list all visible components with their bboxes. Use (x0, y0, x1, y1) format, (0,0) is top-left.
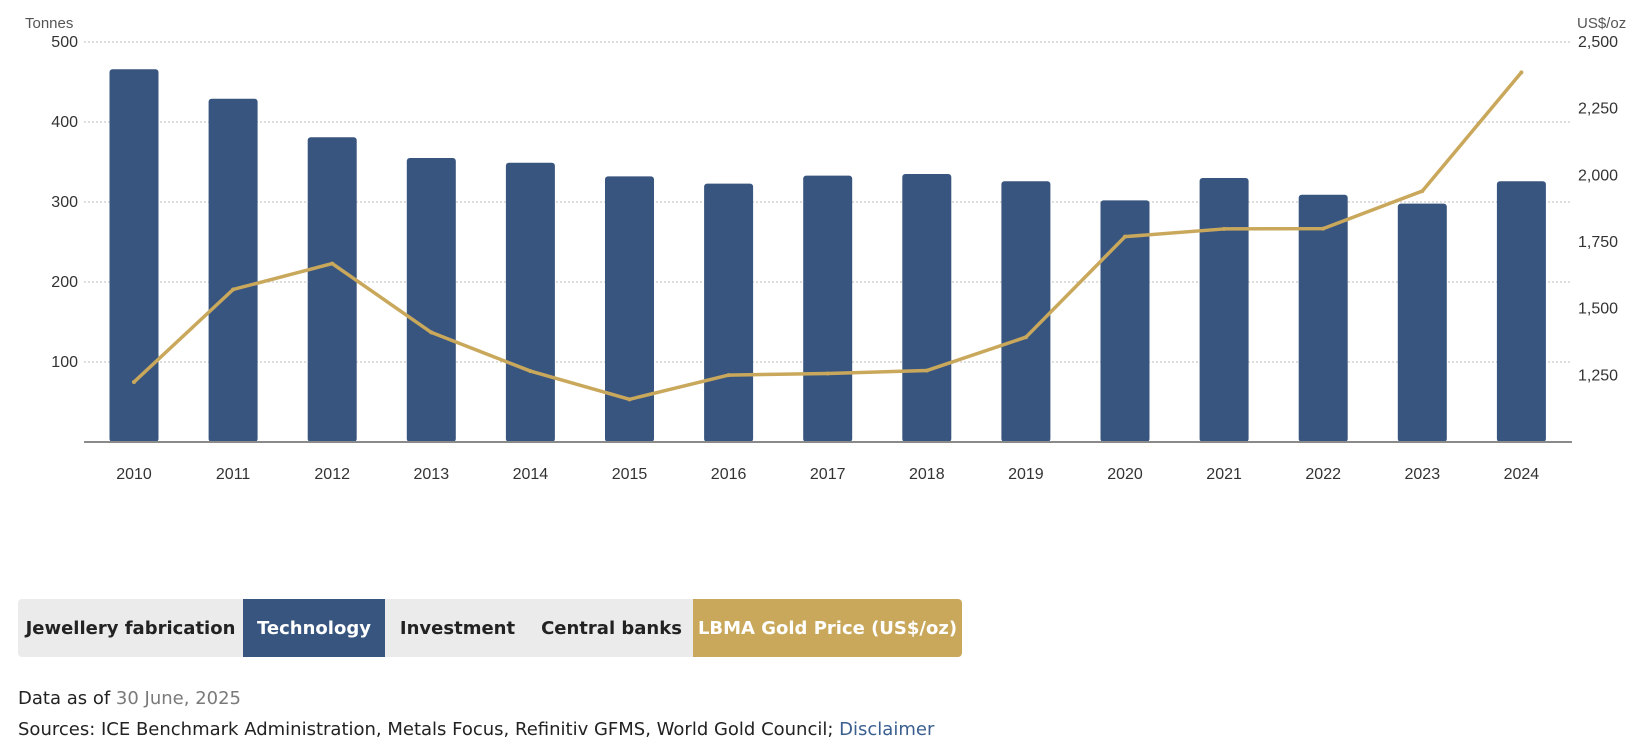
bar-2023[interactable] (1397, 203, 1447, 442)
x-tick-2012: 2012 (314, 466, 350, 483)
y-right-tick-2000: 2,000 (1578, 167, 1618, 184)
x-tick-2011: 2011 (216, 466, 251, 483)
data-as-of-label: Data as of (18, 688, 111, 709)
sources-line: Sources: ICE Benchmark Administration, M… (18, 719, 934, 740)
y-axis-left-label: Tonnes (25, 15, 73, 32)
line-series-gold-price (132, 70, 1524, 402)
bar-2015[interactable] (605, 176, 654, 442)
gold-price-point-2014 (528, 369, 533, 374)
series-tabs: Jewellery fabrication Technology Investm… (18, 599, 962, 657)
chart: 100 200 300 400 500 1,250 1,500 1,750 2,000 2,25… (25, 15, 1626, 483)
y-right-tick-1750: 1,750 (1578, 234, 1618, 251)
x-tick-2019: 2019 (1008, 466, 1044, 483)
gold-price-point-2016 (726, 373, 731, 378)
x-tick-2016: 2016 (711, 466, 747, 483)
x-axis-ticks: 2010 2011 2012 2013 2014 2015 2016 2017 2018 2019… (116, 466, 1539, 483)
y-axis-left-ticks: 100 200 300 400 500 (51, 34, 78, 371)
tab-lbma-gold-price[interactable]: LBMA Gold Price (US$/oz) (693, 599, 962, 657)
y-left-tick-300: 300 (51, 194, 78, 211)
y-left-tick-500: 500 (51, 34, 78, 51)
y-axis-right-ticks: 1,250 1,500 1,750 2,000 2,250 2,500 (1578, 34, 1618, 384)
x-tick-2015: 2015 (612, 466, 648, 483)
gold-price-point-2019 (1023, 335, 1028, 340)
tab-technology[interactable]: Technology (243, 599, 385, 657)
tab-jewellery-fabrication[interactable]: Jewellery fabrication (18, 599, 243, 657)
x-tick-2023: 2023 (1405, 466, 1441, 483)
data-as-of: Data as of 30 June, 2025 (18, 688, 241, 709)
x-tick-2018: 2018 (909, 466, 945, 483)
bar-2018[interactable] (902, 174, 952, 442)
gold-price-point-2010 (132, 380, 136, 384)
x-tick-2013: 2013 (414, 466, 450, 483)
tab-central-banks[interactable]: Central banks (530, 599, 693, 657)
bar-2010[interactable] (109, 69, 159, 442)
tab-investment[interactable]: Investment (385, 599, 530, 657)
y-right-tick-2500: 2,500 (1578, 34, 1618, 51)
x-tick-2024: 2024 (1504, 466, 1540, 483)
y-left-tick-200: 200 (51, 274, 78, 291)
y-right-tick-2250: 2,250 (1578, 101, 1618, 118)
y-right-tick-1250: 1,250 (1578, 367, 1618, 384)
gold-price-point-2021 (1222, 226, 1227, 231)
sources-text: Sources: ICE Benchmark Administration, M… (18, 719, 834, 740)
bar-2017[interactable] (803, 175, 853, 442)
gold-price-point-2013 (429, 330, 434, 335)
bar-2016[interactable] (704, 183, 754, 442)
gold-price-point-2022 (1321, 226, 1326, 231)
data-as-of-date: 30 June, 2025 (115, 688, 241, 709)
y-right-tick-1500: 1,500 (1578, 301, 1618, 318)
bar-2021[interactable] (1199, 178, 1249, 442)
bar-2020[interactable] (1100, 200, 1150, 442)
bar-2011[interactable] (208, 98, 258, 443)
y-left-tick-100: 100 (51, 354, 78, 371)
gold-price-point-2017 (825, 371, 830, 376)
gold-price-point-2018 (924, 368, 929, 373)
x-tick-2017: 2017 (810, 466, 846, 483)
disclaimer-link[interactable]: Disclaimer (839, 719, 935, 740)
x-tick-2020: 2020 (1107, 466, 1143, 483)
bar-2024[interactable] (1496, 181, 1546, 442)
gold-price-point-2012 (330, 261, 335, 266)
y-axis-right-label: US$/oz (1577, 15, 1626, 32)
gold-price-point-2023 (1420, 189, 1425, 194)
gold-price-point-2011 (231, 287, 236, 292)
x-tick-2021: 2021 (1206, 466, 1242, 483)
x-tick-2022: 2022 (1305, 466, 1341, 483)
bar-series-technology (109, 69, 1546, 443)
gold-price-point-2020 (1123, 234, 1127, 239)
bar-2012[interactable] (307, 137, 357, 442)
bar-2019[interactable] (1001, 181, 1051, 442)
x-tick-2014: 2014 (513, 466, 549, 483)
gold-price-point-2024 (1519, 70, 1524, 75)
bar-2013[interactable] (406, 158, 456, 442)
gold-price-point-2015 (627, 397, 632, 402)
bar-2022[interactable] (1298, 194, 1348, 442)
bar-2014[interactable] (505, 162, 555, 443)
y-left-tick-400: 400 (51, 114, 78, 131)
x-tick-2010: 2010 (116, 466, 152, 483)
